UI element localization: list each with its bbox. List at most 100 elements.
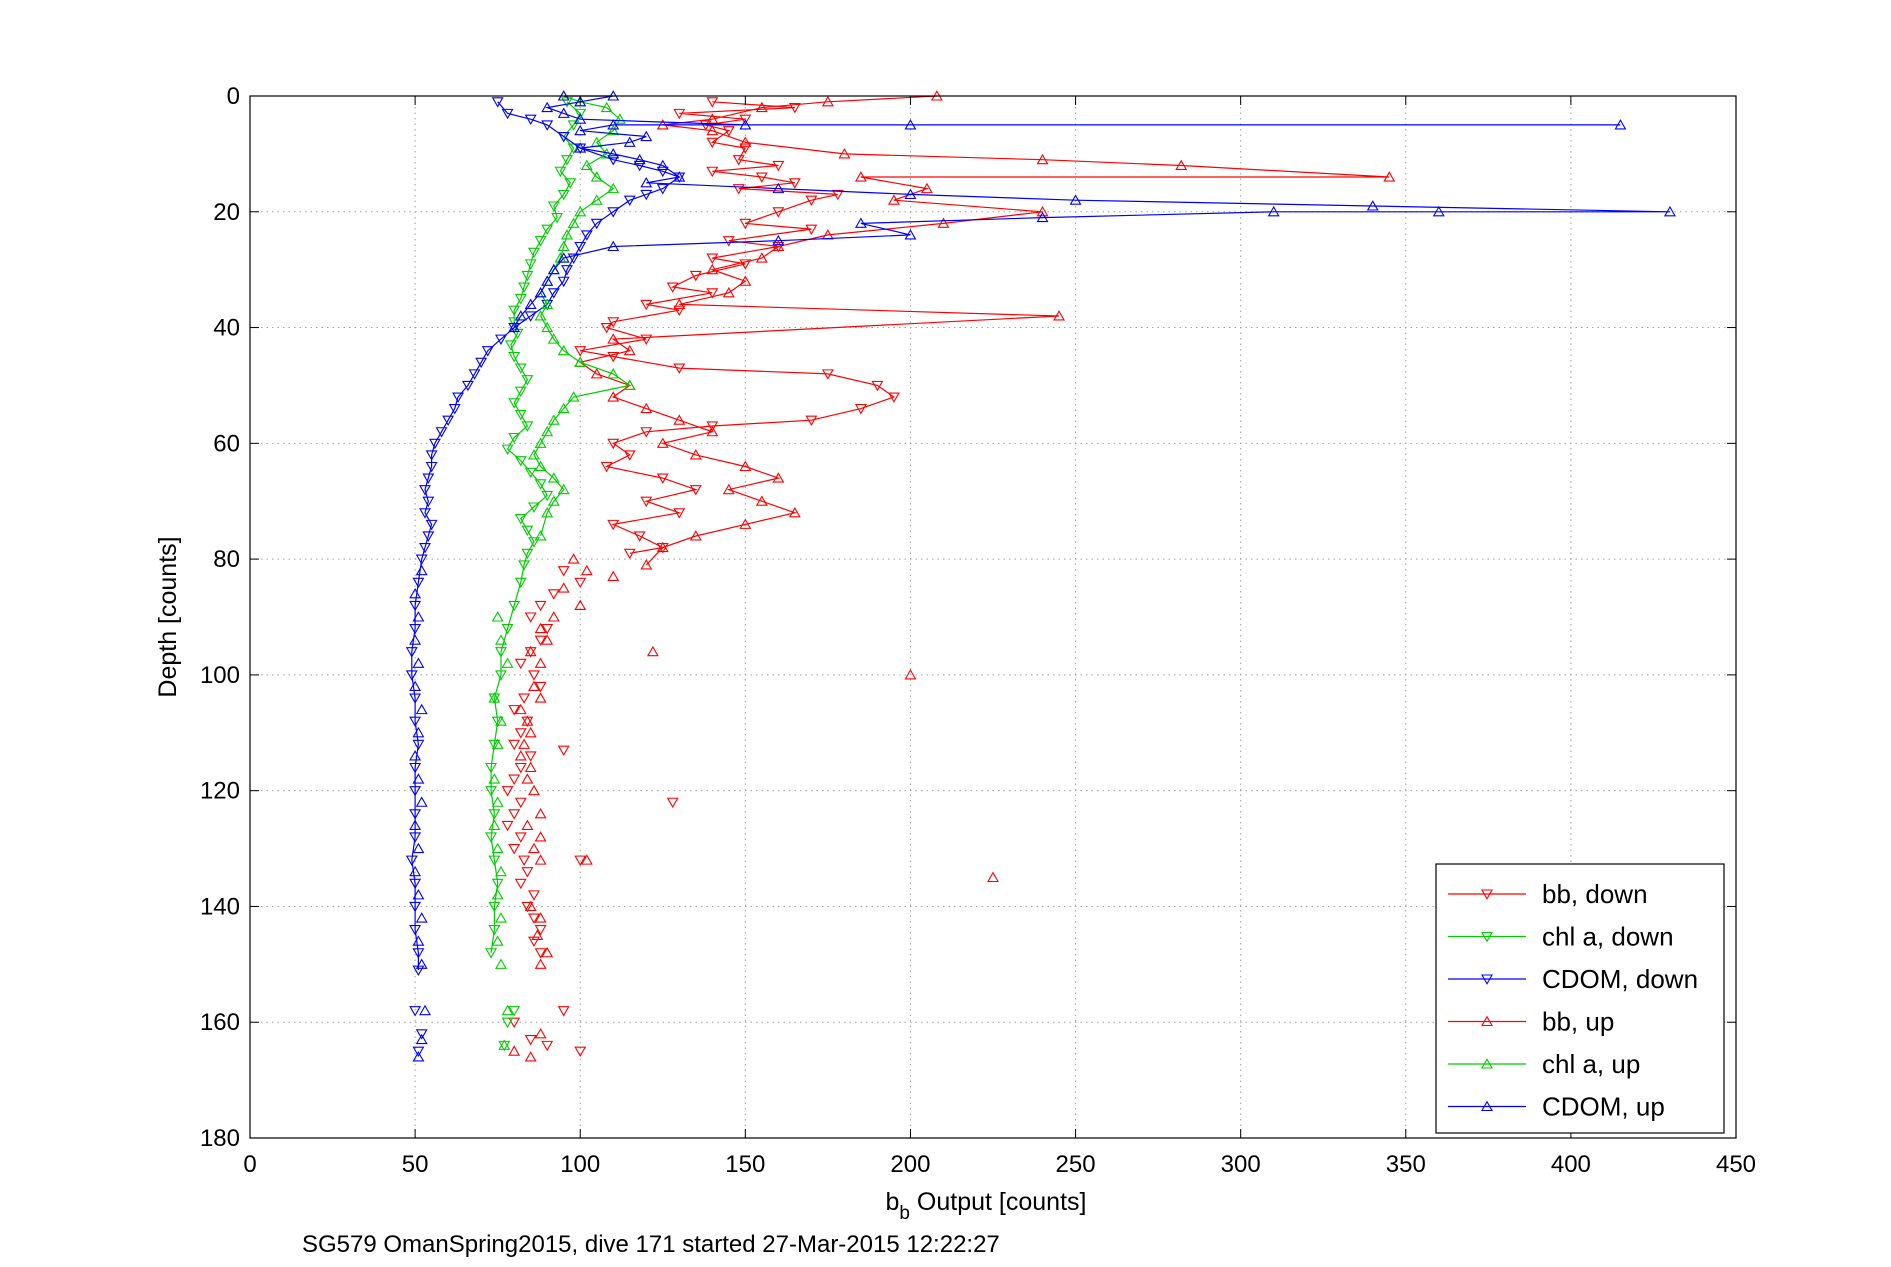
data-point xyxy=(574,142,587,153)
data-point xyxy=(541,624,554,635)
data-point xyxy=(1267,205,1280,217)
data-point xyxy=(409,1006,422,1017)
y-tick-label: 60 xyxy=(213,430,240,457)
data-point xyxy=(937,217,950,228)
data-point xyxy=(541,1040,554,1052)
data-point xyxy=(514,878,527,890)
x-tick-label: 0 xyxy=(243,1151,256,1178)
data-point xyxy=(415,554,428,565)
data-point xyxy=(528,537,540,548)
data-point xyxy=(656,184,669,195)
data-point xyxy=(580,230,593,241)
data-point xyxy=(673,108,686,120)
data-point xyxy=(561,229,573,240)
y-tick-label: 120 xyxy=(200,778,240,805)
data-point xyxy=(567,253,580,264)
data-point xyxy=(534,958,547,969)
data-point xyxy=(534,460,547,472)
data-point xyxy=(488,925,501,936)
data-point xyxy=(564,178,577,189)
data-point xyxy=(495,958,507,969)
data-point xyxy=(607,207,620,218)
data-point xyxy=(415,796,428,807)
data-point xyxy=(534,635,547,647)
data-point xyxy=(541,321,554,333)
data-point xyxy=(755,172,768,183)
data-point xyxy=(772,207,785,218)
x-tick-label: 50 xyxy=(402,1151,429,1178)
data-point xyxy=(666,282,679,293)
x-axis-label-main: b xyxy=(886,1188,900,1216)
data-point xyxy=(514,832,527,843)
data-point xyxy=(524,1051,537,1062)
data-point xyxy=(732,184,745,195)
legend-label: bb, up xyxy=(1542,1007,1614,1037)
data-point xyxy=(412,611,425,622)
data-point xyxy=(508,398,521,409)
data-point xyxy=(409,680,422,692)
data-point xyxy=(656,541,669,553)
data-point xyxy=(514,797,527,809)
data-point xyxy=(706,425,719,437)
data-point xyxy=(488,773,501,784)
data-point xyxy=(419,508,431,519)
data-point xyxy=(547,414,560,425)
data-point xyxy=(547,288,560,299)
data-point xyxy=(574,95,587,107)
series-10 xyxy=(409,1006,428,1058)
data-point xyxy=(514,386,527,398)
x-tick-label: 200 xyxy=(890,1151,930,1178)
data-point xyxy=(412,935,425,946)
data-point xyxy=(547,333,560,344)
data-point xyxy=(409,832,422,843)
series-3 xyxy=(574,90,1396,570)
data-point xyxy=(1366,200,1379,211)
data-point xyxy=(656,166,669,178)
data-point xyxy=(468,369,481,380)
data-point xyxy=(425,519,438,531)
data-point xyxy=(607,391,620,402)
data-point xyxy=(425,450,438,461)
data-point xyxy=(409,587,422,599)
data-point xyxy=(574,113,587,124)
data-point xyxy=(504,340,517,351)
data-point xyxy=(524,761,537,773)
legend-box xyxy=(1435,863,1725,1134)
data-point xyxy=(805,224,818,236)
data-point xyxy=(508,321,521,333)
legend: bb, down chl a, down CDOM, down bb, up chl a… xyxy=(1435,863,1725,1134)
data-point xyxy=(580,564,593,576)
data-point xyxy=(646,645,659,657)
data-point xyxy=(547,201,560,212)
data-point xyxy=(415,703,428,715)
legend-label: bb, down xyxy=(1542,879,1648,909)
data-point xyxy=(508,351,521,363)
data-point xyxy=(607,148,620,159)
data-point xyxy=(623,195,636,207)
data-point xyxy=(412,948,425,959)
data-point xyxy=(534,286,547,298)
data-point xyxy=(854,404,867,415)
data-point xyxy=(534,831,547,842)
data-point xyxy=(521,715,534,726)
data-point xyxy=(524,298,537,309)
data-point xyxy=(557,240,570,252)
data-point xyxy=(706,113,719,124)
y-tick-label: 160 xyxy=(200,1009,240,1036)
data-point xyxy=(739,275,752,286)
data-point xyxy=(501,1017,514,1029)
data-point xyxy=(1069,194,1082,205)
data-point xyxy=(722,236,735,247)
series-6 xyxy=(501,566,679,1058)
data-point xyxy=(821,369,834,380)
data-point xyxy=(904,229,917,240)
tick-labels: 0 50 100 150 200 250 300 350 400 450 0 20 40 60 80 100 1… xyxy=(200,83,1756,1178)
data-point xyxy=(557,189,570,201)
data-point xyxy=(412,726,425,738)
data-point xyxy=(528,842,540,854)
data-point xyxy=(574,108,587,120)
data-point xyxy=(521,867,534,878)
data-point xyxy=(534,622,547,634)
data-point xyxy=(574,346,587,357)
